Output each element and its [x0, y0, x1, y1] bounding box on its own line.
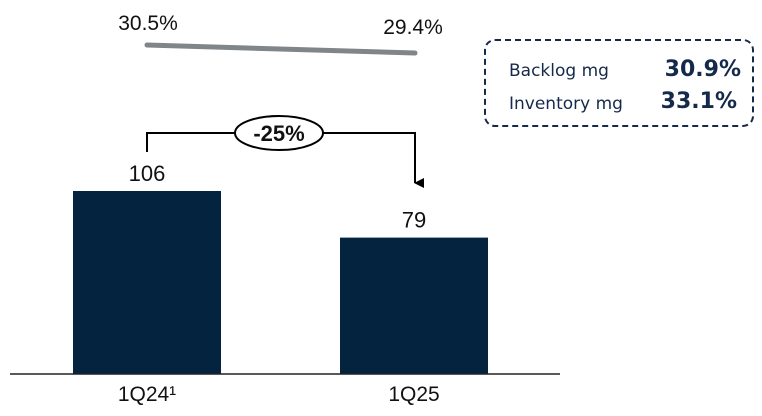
info-label-backlog: Backlog mg	[509, 61, 609, 81]
bars-layer: 106 1Q24¹ 79 1Q25	[73, 161, 488, 406]
info-label-inventory: Inventory mg	[509, 94, 623, 114]
change-annotation: -25%	[146, 115, 424, 188]
info-value-inventory: 33.1%	[661, 89, 737, 114]
info-value-backlog: 30.9%	[665, 57, 741, 82]
margin-label-1q24: 30.5%	[118, 12, 178, 35]
bar-0	[73, 191, 221, 374]
change-badge-text: -25%	[253, 121, 304, 146]
category-label-1: 1Q25	[388, 383, 439, 406]
bar-value-label-0: 106	[129, 161, 166, 186]
bar-1	[340, 237, 488, 374]
margin-line	[144, 42, 418, 56]
info-box-border	[484, 39, 754, 127]
change-badge	[234, 115, 324, 151]
info-box: Backlog mg 30.9% Inventory mg 33.1%	[484, 39, 754, 127]
bar-value-label-1: 79	[402, 208, 426, 233]
margin-label-1q25: 29.4%	[383, 16, 443, 39]
category-label-0: 1Q24¹	[118, 383, 176, 406]
